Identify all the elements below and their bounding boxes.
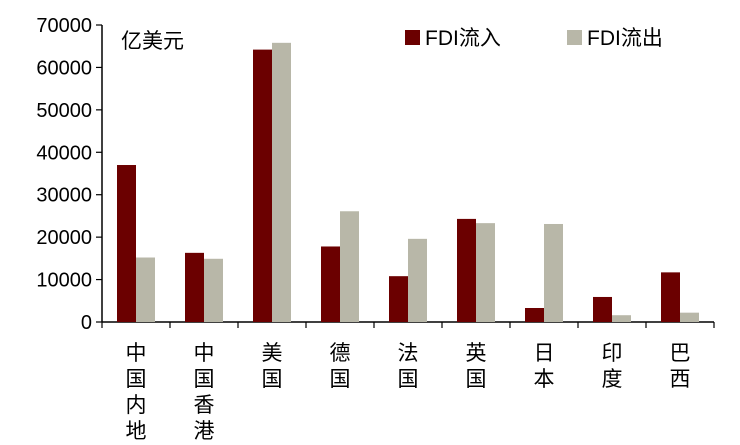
bar-fdi-inflow — [525, 307, 544, 322]
y-tick-label: 10000 — [36, 270, 92, 292]
legend: FDI流入 FDI流出 — [405, 27, 663, 50]
y-axis: 0 10000 20000 30000 40000 50000 60000 70000 — [36, 15, 103, 334]
legend-swatch — [405, 30, 420, 45]
bar-fdi-outflow — [408, 238, 427, 322]
category-label: 法国 — [398, 342, 419, 391]
y-tick-label: 0 — [81, 312, 92, 334]
category-label: 巴西 — [670, 342, 691, 391]
bar-fdi-inflow — [117, 165, 136, 322]
bar-fdi-inflow — [253, 49, 272, 322]
category-label: 中国内地 — [126, 342, 147, 443]
bar-fdi-outflow — [680, 312, 699, 322]
unit-label: 亿美元 — [121, 30, 184, 53]
category-label: 美国 — [262, 342, 283, 391]
bar-fdi-inflow — [389, 276, 408, 322]
category-label: 英国 — [466, 342, 487, 391]
y-tick-label: 40000 — [36, 142, 92, 164]
y-tick-label: 20000 — [36, 227, 92, 249]
y-tick-label: 60000 — [36, 57, 92, 79]
bar-fdi-inflow — [457, 218, 476, 322]
bar-fdi-outflow — [204, 258, 223, 322]
legend-label: FDI流入 — [425, 27, 501, 50]
bar-fdi-inflow — [661, 272, 680, 322]
bar-fdi-inflow — [593, 296, 612, 322]
legend-label: FDI流出 — [587, 27, 663, 50]
bar-fdi-inflow — [185, 252, 204, 322]
bar-fdi-outflow — [340, 211, 359, 322]
bar-fdi-inflow — [321, 246, 340, 322]
bars — [117, 42, 699, 322]
category-label: 日本 — [534, 342, 555, 391]
category-label: 德国 — [330, 342, 351, 391]
bar-fdi-outflow — [136, 257, 155, 322]
bar-fdi-outflow — [544, 223, 563, 322]
category-label: 印度 — [602, 342, 623, 391]
y-tick-label: 30000 — [36, 185, 92, 207]
bar-fdi-outflow — [272, 42, 291, 322]
legend-swatch — [567, 30, 582, 45]
category-label: 中国香港 — [194, 342, 215, 443]
y-tick-label: 70000 — [36, 15, 92, 37]
bar-fdi-outflow — [476, 223, 495, 322]
y-tick-label: 50000 — [36, 100, 92, 122]
bar-fdi-outflow — [612, 315, 631, 322]
